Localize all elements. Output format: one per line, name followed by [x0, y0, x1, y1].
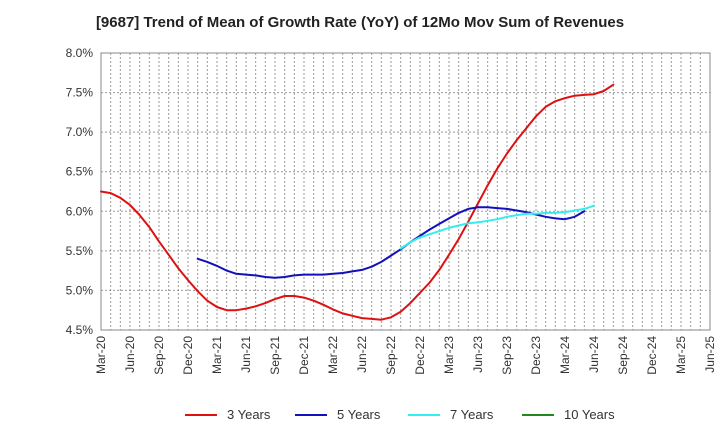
x-tick-label: Mar-21: [210, 336, 224, 374]
x-tick-label: Mar-20: [94, 336, 108, 374]
x-tick-label: Jun-20: [123, 336, 137, 373]
y-tick-label: 7.0%: [66, 125, 94, 139]
y-tick-label: 6.5%: [66, 165, 94, 179]
legend-label-10-years: 10 Years: [564, 407, 615, 422]
x-tick-label: Jun-22: [355, 336, 369, 373]
legend-label-3-years: 3 Years: [227, 407, 271, 422]
x-tick-label: Dec-21: [297, 336, 311, 375]
x-tick-label: Mar-25: [674, 336, 688, 374]
y-tick-label: 4.5%: [66, 323, 94, 337]
tick-labels: 4.5% 5.0% 5.5% 6.0% 6.5% 7.0% 7.5% 8.0% Mar-20 Ju…: [66, 46, 717, 375]
x-tick-label: Mar-22: [326, 336, 340, 374]
x-tick-label: Dec-20: [181, 336, 195, 375]
chart-title: [9687] Trend of Mean of Growth Rate (YoY…: [95, 14, 625, 31]
x-tick-label: Mar-23: [442, 336, 456, 374]
x-tick-label: Jun-25: [703, 336, 717, 373]
x-tick-label: Dec-24: [645, 336, 659, 375]
y-tick-label: 5.0%: [66, 283, 94, 297]
legend-swatch-7-years: [408, 414, 440, 416]
x-tick-label: Mar-24: [558, 336, 572, 374]
y-tick-label: 7.5%: [66, 86, 94, 100]
y-tick-label: 8.0%: [66, 46, 94, 60]
y-tick-label: 5.5%: [66, 244, 94, 258]
x-tick-label: Sep-21: [268, 336, 282, 375]
series-line-3-years: [100, 83, 615, 321]
legend-label-5-years: 5 Years: [337, 407, 381, 422]
legend: 3 Years 5 Years 7 Years 10 Years: [0, 405, 720, 425]
series-lines: [100, 83, 615, 321]
x-tick-label: Sep-20: [152, 336, 166, 375]
x-tick-label: Jun-24: [587, 336, 601, 373]
x-tick-label: Dec-23: [529, 336, 543, 375]
series-line-7-years: [399, 204, 595, 250]
legend-swatch-5-years: [295, 414, 327, 416]
series-line-5-years: [196, 206, 586, 279]
y-tick-label: 6.0%: [66, 204, 94, 218]
legend-swatch-3-years: [185, 414, 217, 416]
x-tick-label: Sep-23: [500, 336, 514, 375]
legend-swatch-10-years: [522, 414, 554, 416]
legend-label-7-years: 7 Years: [450, 407, 494, 422]
x-tick-label: Sep-22: [384, 336, 398, 375]
x-tick-label: Dec-22: [413, 336, 427, 375]
x-tick-label: Jun-23: [471, 336, 485, 373]
plot-area: [101, 53, 710, 330]
x-tick-label: Sep-24: [616, 336, 630, 375]
x-tick-label: Jun-21: [239, 336, 253, 373]
